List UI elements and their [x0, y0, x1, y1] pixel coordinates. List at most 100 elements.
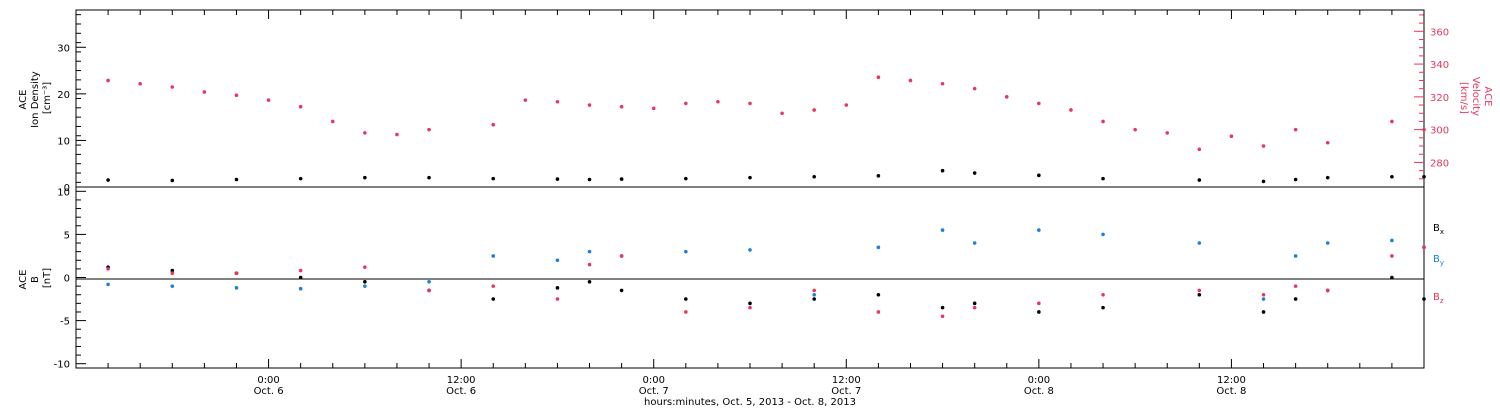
bz-point: [1197, 288, 1202, 293]
by-point: [1325, 241, 1330, 245]
velocity-point: [972, 86, 977, 91]
velocity-point: [1133, 127, 1137, 132]
bz-point: [298, 268, 303, 273]
bz-point: [940, 314, 945, 319]
velocity-point: [491, 122, 496, 127]
legend-base: B: [1433, 254, 1440, 265]
velocity-point: [363, 131, 367, 135]
velocity-tick-label: 320: [1430, 93, 1449, 104]
bx-point: [876, 292, 881, 297]
b-axis: -10 -5 0 5 10: [54, 187, 86, 371]
bx-point: [1293, 297, 1298, 301]
density-point: [972, 171, 977, 175]
bx-point: [812, 297, 816, 301]
density-point: [427, 175, 431, 180]
time-tick-label: 12:00: [1217, 375, 1246, 386]
velocity-point: [138, 81, 142, 86]
legend-entry-bx: Bx: [1433, 223, 1444, 236]
by-point: [1293, 254, 1298, 258]
velocity-point: [555, 99, 560, 104]
velocity-point: [1325, 140, 1330, 145]
time-tick-label: 12:00: [832, 375, 861, 386]
velocity-point: [427, 127, 431, 132]
date-tick-label: Oct. 6: [446, 386, 476, 397]
density-point: [491, 176, 496, 181]
density-velocity-points: [106, 75, 1426, 184]
b-tick-label: 5: [64, 230, 70, 241]
date-tick-label: Oct. 6: [254, 386, 284, 397]
b-tick-label: -5: [60, 317, 70, 328]
bx-point: [940, 305, 945, 310]
density-point: [1422, 174, 1426, 179]
bz-point: [234, 271, 239, 275]
velocity-point: [1293, 127, 1298, 132]
velocity-tick-label: 280: [1430, 158, 1449, 169]
density-point: [1197, 178, 1202, 182]
bx-point: [684, 297, 688, 301]
by-point: [940, 228, 945, 232]
density-point: [363, 175, 367, 180]
velocity-point: [1037, 101, 1041, 106]
bz-point: [427, 288, 431, 293]
velocity-point: [106, 78, 110, 83]
bz-point: [812, 288, 816, 293]
legend-subscript: z: [1440, 297, 1444, 305]
velocity-point: [619, 104, 624, 109]
by-point: [587, 249, 592, 254]
b-field-points: [106, 228, 1426, 319]
bx-point: [1197, 292, 1202, 297]
velocity-point: [940, 81, 945, 86]
velocity-point: [266, 98, 271, 102]
legend-entry-by: By: [1433, 254, 1444, 267]
by-point: [812, 292, 816, 297]
velocity-point: [748, 101, 752, 106]
density-point: [1037, 173, 1041, 178]
bx-point: [1422, 297, 1426, 301]
velocity-point: [170, 85, 175, 89]
legend-subscript: x: [1440, 228, 1444, 236]
bx-point: [1261, 310, 1266, 314]
bz-point: [1037, 301, 1041, 306]
bz-point: [876, 310, 881, 314]
time-tick-label: 12:00: [447, 375, 476, 386]
velocity-axis: 280 300 320 340 360: [1414, 14, 1449, 180]
density-point: [298, 176, 303, 181]
bz-point: [363, 265, 367, 269]
bx-point: [1101, 305, 1105, 310]
velocity-point: [651, 106, 656, 111]
density-point: [748, 175, 752, 180]
date-tick-label: Oct. 7: [831, 386, 861, 397]
density-tick-label: 30: [57, 43, 70, 54]
density-point: [1261, 179, 1266, 184]
velocity-point: [684, 101, 688, 106]
velocity-point: [1390, 119, 1394, 124]
bz-point: [1261, 292, 1266, 297]
by-point: [876, 245, 881, 250]
bz-point: [555, 297, 560, 301]
density-point: [587, 177, 592, 182]
velocity-point: [1229, 134, 1234, 138]
bx-point: [170, 268, 175, 273]
density-tick-label: 20: [57, 90, 70, 101]
legend-entry-bz: Bz: [1433, 292, 1444, 305]
by-point: [298, 286, 303, 291]
bz-point: [972, 305, 977, 310]
velocity-point: [202, 90, 207, 94]
velocity-point: [1261, 144, 1266, 148]
by-point: [1037, 228, 1041, 232]
velocity-tick-label: 340: [1430, 60, 1449, 71]
velocity-point: [908, 78, 913, 83]
by-point: [972, 241, 977, 245]
time-tick-label: 0:00: [642, 375, 664, 386]
by-point: [363, 284, 367, 288]
velocity-point: [1101, 119, 1105, 124]
velocity-point: [844, 103, 849, 107]
bx-point: [491, 297, 496, 301]
bz-point: [1293, 284, 1298, 288]
bx-point: [1390, 275, 1394, 280]
density-point: [1101, 176, 1105, 181]
velocity-tick-label: 300: [1430, 126, 1449, 137]
